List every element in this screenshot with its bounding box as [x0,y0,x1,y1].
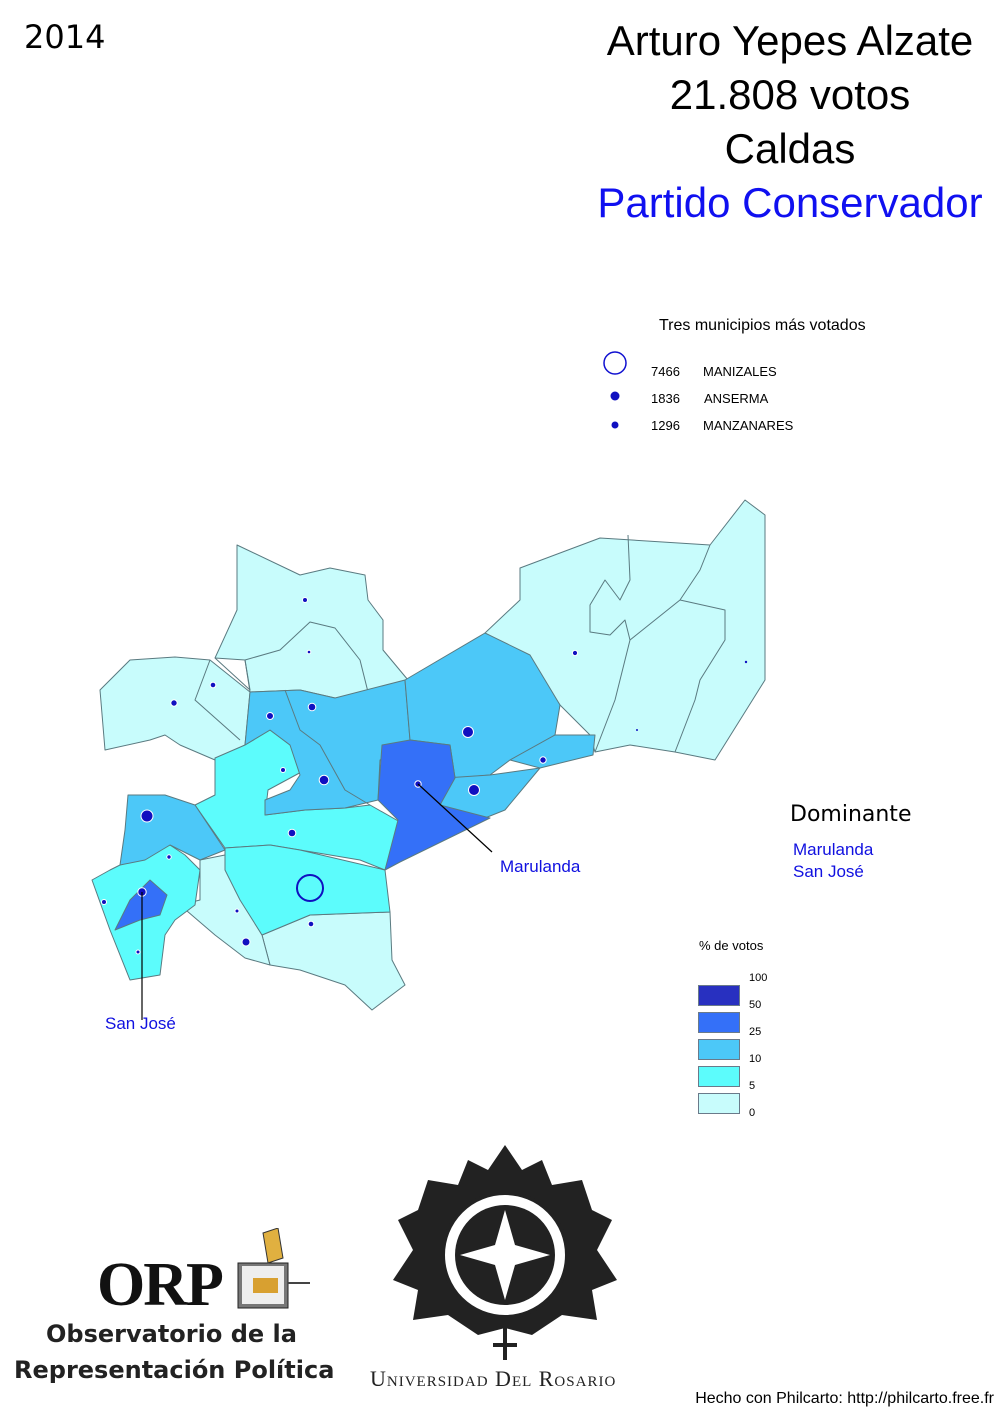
dominant-item: Marulanda [793,840,874,859]
vote-dot [539,756,547,764]
region-east-small [509,734,596,769]
legend-break: 5 [749,1080,756,1092]
vote-dot [468,784,480,796]
top-municipalities-symbols [603,351,627,429]
vote-dot [302,597,308,603]
orp-line-2: Representación Política [14,1356,335,1384]
candidate-name: Arturo Yepes Alzate [606,17,974,64]
region-northwest [99,656,251,761]
region-northeast [484,499,766,761]
vote-dot [571,649,579,657]
vote-dot [307,920,315,928]
legend-swatch [698,1039,740,1060]
region-border [284,689,371,806]
region-center-north [244,679,411,816]
top-municipalities-title: Tres municipios más votados [659,317,866,334]
region-border [589,534,631,753]
vote-dot [266,712,274,720]
vote-dot [140,809,154,823]
university-crest-icon [393,1145,617,1360]
vote-total: 21.808 votos [669,71,911,118]
vote-dot [306,649,312,655]
filled-dot-icon [611,421,619,429]
dominant-title: Dominante [790,802,912,827]
vote-dot [209,681,217,689]
region-marulanda [377,739,491,871]
region-border [194,659,241,741]
region-south [261,911,406,1011]
year-label: 2014 [24,18,106,56]
top-name-2: ANSERMA [704,391,769,406]
region-border [629,544,711,641]
ballot-box-icon [237,1228,310,1309]
party-name: Partido Conservador [597,179,983,226]
vote-dot [170,699,178,707]
vote-dot [462,726,474,738]
region-border [214,621,369,693]
dominant-item: San José [793,862,864,881]
vote-dot [318,774,330,786]
vote-dot [166,854,172,860]
region-san-jose [114,879,168,931]
manizales-circle [296,874,324,902]
orp-logo-text: ORP [97,1251,224,1319]
vote-dot [287,828,297,838]
legend-swatch [698,1066,740,1087]
legend-title: % de votos [699,938,764,953]
vote-dot [636,729,638,731]
legend-break: 50 [749,999,762,1011]
choropleth-map [91,499,766,1020]
orp-line-1: Observatorio de la [46,1320,297,1348]
region-manizales [224,844,391,936]
region-border [674,599,726,753]
legend-break: 100 [749,972,768,984]
filled-dot-icon [610,391,620,401]
top-votes-2: 1836 [651,391,680,406]
vote-dot [234,908,240,914]
san-jose-label: San José [105,1014,176,1033]
vote-dot [744,660,748,664]
legend-swatch [698,1012,740,1033]
top-votes-1: 7466 [651,364,680,379]
legend-swatch [698,985,740,1006]
legend-break: 25 [749,1026,762,1038]
marulanda-leader-line [417,783,493,853]
credit-text: Hecho con Philcarto: http://philcarto.fr… [695,1390,994,1407]
department-name: Caldas [724,125,856,172]
vote-dot [307,702,317,712]
open-circle-icon [603,351,627,375]
vote-dot [280,767,286,773]
marulanda-label: Marulanda [500,857,581,876]
legend-swatch [698,1093,740,1114]
legend-break: 0 [749,1107,756,1119]
vote-dot [101,899,107,905]
legend-break: 10 [749,1053,762,1065]
top-name-1: MANIZALES [703,364,777,379]
top-name-3: MANZANARES [703,418,794,433]
vote-dot [135,949,141,955]
top-votes-3: 1296 [651,418,680,433]
university-name: Universidad Del Rosario [370,1366,617,1391]
vote-dot [241,937,251,947]
